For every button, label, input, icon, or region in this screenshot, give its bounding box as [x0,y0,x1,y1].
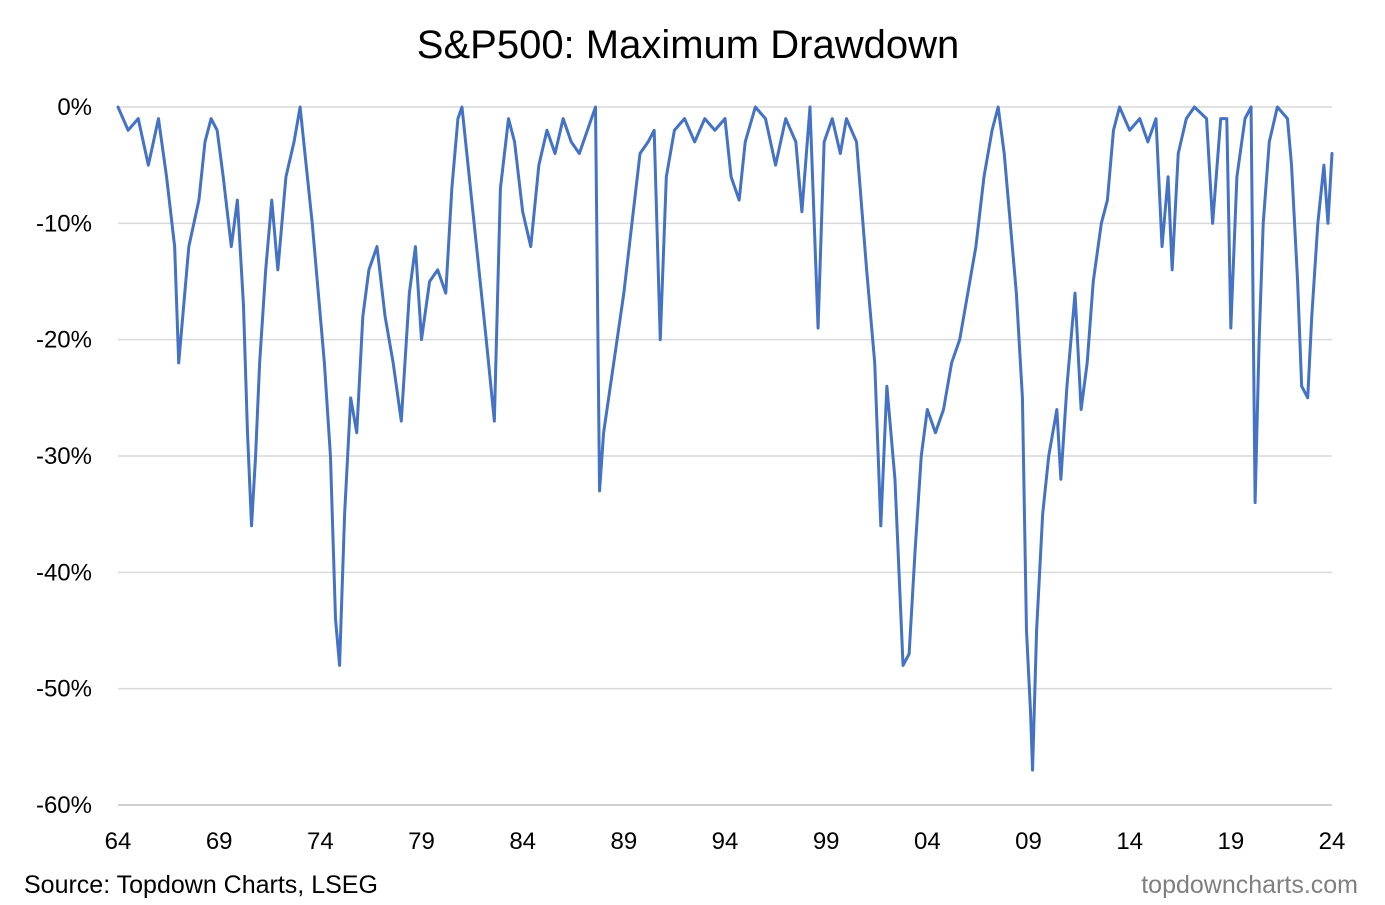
y-tick-label: 0% [57,94,92,121]
x-tick-label: 14 [1116,828,1143,855]
x-tick-label: 04 [914,828,941,855]
y-tick-label: -60% [36,792,92,819]
x-tick-label: 79 [408,828,435,855]
x-tick-label: 74 [307,828,334,855]
y-tick-label: -30% [36,443,92,470]
x-axis-ticks: 64 69 74 79 84 89 94 99 04 09 14 19 24 [105,828,1346,855]
x-tick-label: 94 [712,828,739,855]
y-axis-ticks: 0% -10% -20% -30% -40% -50% -60% [36,94,92,819]
x-tick-label: 24 [1319,828,1346,855]
y-tick-label: -40% [36,559,92,586]
y-tick-label: -10% [36,210,92,237]
gridlines [118,106,1332,806]
x-tick-label: 19 [1217,828,1244,855]
source-note: Source: Topdown Charts, LSEG [24,871,378,899]
x-tick-label: 69 [206,828,233,855]
x-tick-label: 09 [1015,828,1042,855]
x-tick-label: 99 [813,828,840,855]
x-tick-label: 64 [105,828,132,855]
series-layer [116,105,1334,772]
drawdown-series-line [116,105,1334,772]
y-tick-label: -50% [36,676,92,703]
x-tick-label: 84 [509,828,536,855]
watermark-text: topdowncharts.com [1141,871,1358,899]
chart-title: S&P500: Maximum Drawdown [417,23,959,67]
y-tick-label: -20% [36,327,92,354]
x-tick-label: 89 [610,828,637,855]
